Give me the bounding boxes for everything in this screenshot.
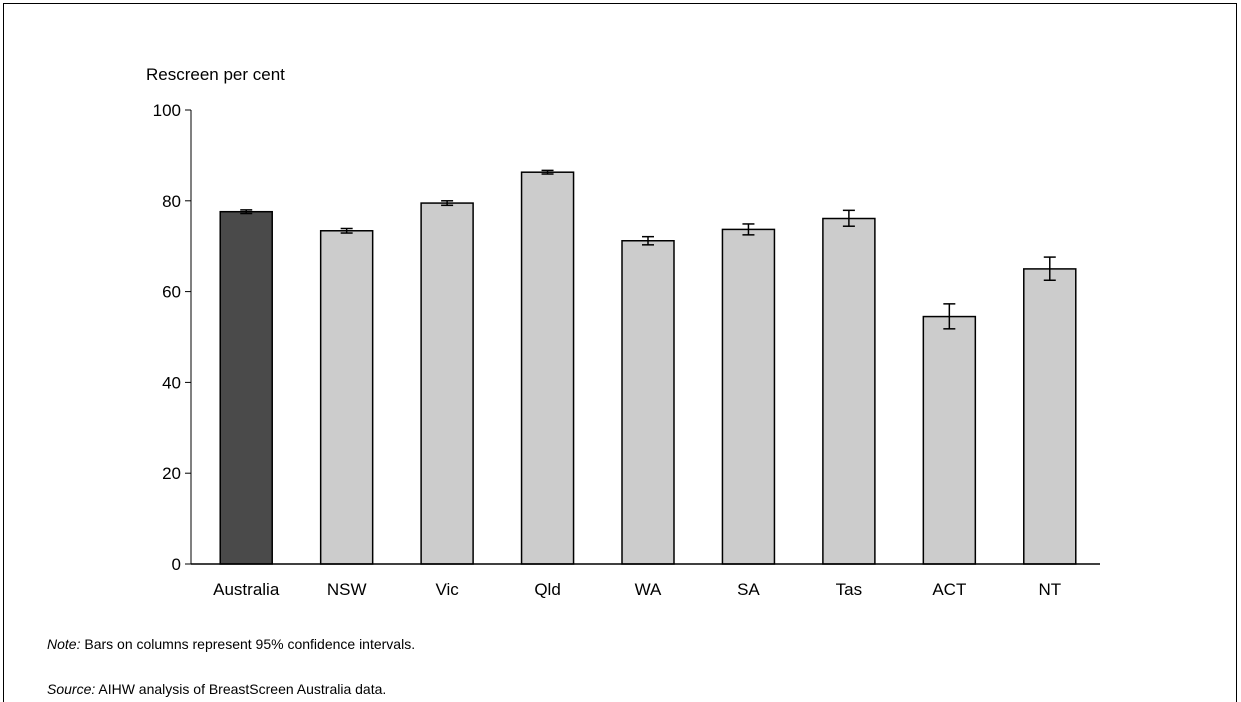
x-tick-label: Tas [836, 580, 862, 599]
x-tick-label: ACT [932, 580, 966, 599]
bar-australia [219, 210, 273, 565]
note-text: Bars on columns represent 95% confidence… [80, 636, 416, 652]
x-tick-label: Qld [534, 580, 560, 599]
source-footnote: Source: AIHW analysis of BreastScreen Au… [47, 681, 386, 697]
x-tick-label: Vic [435, 580, 459, 599]
note-label: Note: [47, 636, 81, 652]
y-axis-title: Rescreen per cent [146, 65, 285, 84]
x-tick-label: SA [737, 580, 760, 599]
bar-tas [822, 217, 876, 565]
plot-area: 0 20 40 60 80 100 Australia NSW Vic Qld WA SA Tas ACT… [153, 101, 1100, 599]
bar-sa [721, 228, 776, 565]
bar-nsw [319, 230, 374, 565]
note-footnote: Note: Bars on columns represent 95% conf… [47, 636, 415, 652]
bar-qld [520, 171, 575, 565]
source-label: Source: [47, 681, 96, 697]
y-tick-label: 40 [162, 373, 181, 392]
y-tick-label: 0 [172, 555, 181, 574]
y-tick-label: 20 [162, 464, 181, 483]
figure-frame [3, 3, 1237, 702]
x-tick-label: Australia [213, 580, 280, 599]
x-tick-label: WA [635, 580, 662, 599]
y-tick-label: 60 [162, 283, 181, 302]
y-tick-label: 100 [153, 101, 181, 120]
x-tick-label: NT [1038, 580, 1061, 599]
bar-vic [420, 202, 474, 565]
bar-wa [621, 240, 675, 565]
source-text: AIHW analysis of BreastScreen Australia … [95, 681, 387, 697]
bar-act [922, 315, 977, 565]
bar-nt [1023, 268, 1077, 565]
bar-chart: Rescreen per cent 0 20 40 60 80 100 Australia N… [146, 65, 1100, 599]
y-tick-label: 80 [162, 192, 181, 211]
x-tick-label: NSW [327, 580, 367, 599]
